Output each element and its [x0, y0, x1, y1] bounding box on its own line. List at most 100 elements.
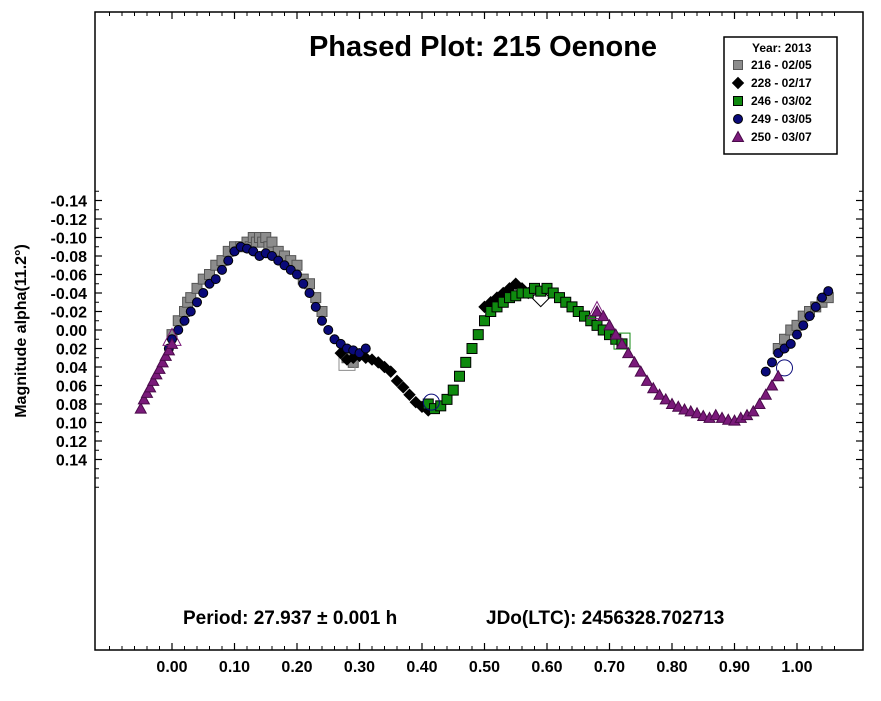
data-point: [479, 315, 490, 327]
data-point: [823, 286, 834, 297]
legend-marker: [733, 60, 743, 70]
data-point: [304, 288, 315, 298]
y-tick-label: 0.12: [56, 434, 87, 451]
data-point: [804, 311, 815, 322]
y-tick-label: -0.02: [51, 305, 88, 322]
data-point: [472, 329, 484, 341]
x-tick-label: 0.70: [594, 659, 625, 676]
legend-title: Year: 2013: [752, 41, 812, 55]
data-point: [640, 374, 654, 386]
data-point: [156, 355, 169, 368]
data-point: [665, 397, 679, 409]
y-tick-label: 0.14: [56, 453, 87, 470]
open-data-point: [613, 332, 631, 350]
x-tick-label: 0.00: [156, 659, 187, 676]
data-point: [397, 381, 410, 394]
y-tick-label: -0.08: [51, 249, 88, 266]
data-point: [210, 274, 221, 285]
x-tick-label: 0.10: [219, 659, 250, 676]
open-data-point: [422, 393, 440, 411]
legend-marker: [733, 114, 743, 124]
y-tick-label: -0.06: [51, 268, 88, 285]
open-data-point: [531, 287, 551, 308]
legend-box: [723, 36, 838, 155]
data-point: [609, 328, 623, 340]
data-point: [137, 392, 151, 405]
x-tick-label: 0.90: [719, 659, 750, 676]
y-tick-label: 0.06: [56, 379, 87, 396]
y-tick-label: -0.12: [51, 212, 88, 229]
period-annotation: Period: 27.937 ± 0.001 h: [183, 608, 397, 629]
data-point: [760, 366, 771, 377]
data-point: [767, 357, 777, 368]
data-point: [634, 365, 648, 377]
data-point: [134, 402, 148, 414]
data-point: [817, 292, 827, 303]
data-point: [146, 374, 160, 386]
data-point: [798, 320, 809, 331]
legend: Year: 2013 216 - 02/05 228 - 02/17 246 - 0…: [723, 36, 838, 155]
data-point: [785, 338, 796, 349]
y-tick-label: 0.04: [56, 360, 87, 377]
data-point: [384, 365, 397, 378]
legend-marker: [733, 96, 743, 106]
data-point: [162, 343, 176, 356]
data-point: [709, 408, 723, 421]
data-point: [198, 288, 209, 298]
open-data-point: [776, 359, 793, 377]
data-point: [435, 400, 447, 412]
data-point: [659, 392, 673, 405]
data-point: [217, 264, 227, 275]
data-point: [621, 346, 635, 359]
x-tick-label: 0.20: [281, 659, 312, 676]
data-point: [466, 343, 478, 354]
data-point: [310, 301, 321, 312]
data-point: [653, 388, 666, 400]
x-tick-label: 0.60: [531, 659, 562, 676]
open-data-point: [162, 327, 182, 346]
data-point: [317, 315, 327, 326]
data-point: [403, 388, 416, 401]
data-point: [143, 380, 157, 393]
data-point: [615, 337, 629, 349]
data-point: [603, 318, 616, 331]
series-2: [422, 282, 631, 415]
x-tick-label: 1.00: [781, 659, 812, 676]
data-point: [771, 369, 785, 382]
y-tick-label: 0.00: [56, 323, 87, 340]
data-point: [266, 236, 278, 248]
data-point: [454, 370, 465, 382]
legend-entry-label: 246 - 03/02: [751, 94, 812, 108]
x-axis-ticks: 0.00 0.10 0.20 0.30 0.40 0.50 0.60 0.70 0.80 0.90…: [109, 12, 835, 676]
data-point: [746, 404, 760, 417]
data-point: [223, 255, 234, 266]
y-tick-label: -0.04: [51, 286, 88, 303]
data-point: [590, 304, 604, 317]
data-point: [759, 388, 773, 400]
data-point: [185, 306, 196, 317]
data-point: [323, 325, 334, 335]
data-point: [628, 355, 641, 368]
data-point: [441, 393, 453, 405]
legend-entry-label: 216 - 02/05: [751, 58, 812, 72]
y-axis-label: Magnitude alpha(11.2°): [13, 244, 30, 418]
data-point: [447, 384, 459, 396]
jdo-annotation: JDo(LTC): 2456328.702713: [486, 608, 724, 629]
data-point: [671, 400, 685, 412]
data-point: [292, 269, 302, 280]
data-point: [179, 315, 190, 326]
series-3: [163, 241, 834, 411]
y-axis-ticks: -0.14-0.12 -0.10-0.08 -0.06-0.04 -0.020.00 0…: [51, 190, 863, 488]
x-tick-label: 0.50: [469, 659, 500, 676]
legend-entry-label: 228 - 02/17: [751, 76, 812, 90]
data-point: [150, 367, 163, 380]
data-point: [192, 297, 202, 308]
data-point: [140, 386, 154, 398]
data-point: [153, 362, 166, 374]
data-point: [390, 374, 404, 388]
open-data-point: [587, 300, 607, 320]
chart-title: Phased Plot: 215 Oenone: [309, 31, 657, 63]
legend-marker: [731, 130, 745, 142]
